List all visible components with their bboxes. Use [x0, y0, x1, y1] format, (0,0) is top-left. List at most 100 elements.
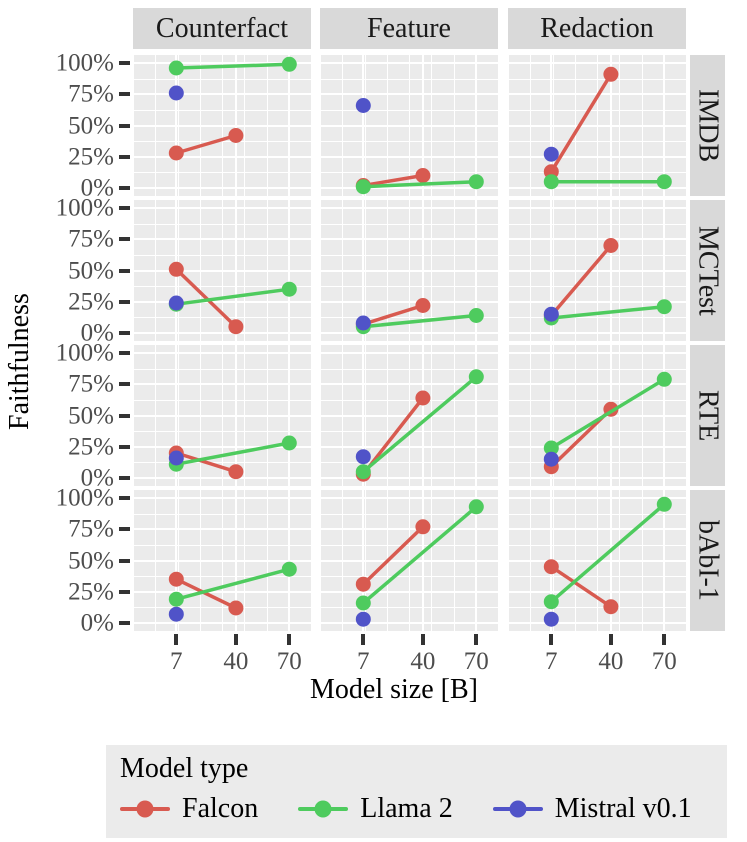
gridline-horizontal-major	[320, 497, 498, 499]
x-tick-mark	[174, 634, 178, 645]
llama-2-line	[550, 377, 666, 450]
y-tick-mark	[119, 331, 130, 335]
legend-entry-label: Llama 2	[360, 793, 453, 825]
gridline-vertical-minor	[498, 55, 499, 196]
gridline-horizontal-minor	[133, 172, 311, 173]
y-tick-label: 50%	[68, 257, 114, 284]
mistral-v0-1-point	[543, 146, 559, 162]
falcon-point	[415, 168, 431, 183]
y-tick-mark	[119, 206, 130, 210]
panel-series-layer	[168, 561, 297, 622]
facet-column-strip-redaction: Redaction	[508, 8, 686, 49]
legend-key-icon	[120, 797, 170, 821]
gridline-horizontal-minor	[508, 286, 686, 287]
gridline-horizontal-minor	[320, 462, 498, 463]
panel-feature-rte	[320, 345, 499, 486]
gridline-horizontal-major	[320, 528, 498, 530]
llama-2-point	[543, 440, 559, 456]
gridline-horizontal-minor	[133, 79, 311, 80]
panel-feature-babi-1	[320, 490, 499, 631]
panel-series-layer	[355, 98, 484, 195]
x-tick-label: 40	[410, 648, 436, 675]
y-tick-label: 100%	[55, 49, 114, 77]
y-tick-label: 25%	[68, 578, 114, 606]
llama-2-point	[355, 179, 371, 195]
y-tick-mark	[119, 527, 130, 531]
gridline-horizontal-major	[320, 477, 498, 479]
gridline-horizontal-major	[508, 156, 686, 158]
gridline-vertical-minor	[686, 200, 687, 341]
mistral-v0-1-point	[543, 611, 559, 627]
gridline-horizontal-major	[320, 62, 498, 64]
gridline-horizontal-minor	[508, 576, 686, 577]
x-tick-label: 40	[223, 648, 249, 675]
y-tick-mark	[119, 186, 130, 190]
y-tick-label: 75%	[68, 370, 114, 398]
y-tick-label: 0%	[80, 174, 114, 202]
gridline-horizontal-minor	[133, 141, 311, 142]
gridline-vertical-minor	[311, 345, 312, 486]
x-tick-label: 70	[276, 648, 302, 675]
panel-redaction-rte	[508, 345, 687, 486]
falcon-line	[549, 244, 613, 317]
gridline-vertical-minor	[311, 200, 312, 341]
panel-redaction-babi-1	[508, 490, 687, 631]
y-tick-label: 0%	[80, 609, 114, 637]
llama-2-line	[176, 287, 290, 306]
legend-key-icon	[492, 797, 543, 821]
panel-feature-mctest	[320, 200, 499, 341]
falcon-point	[168, 261, 184, 277]
mistral-v0-1-point	[355, 611, 371, 627]
y-tick-mark	[119, 61, 130, 65]
gridline-horizontal-major	[508, 622, 686, 624]
gridline-horizontal-major	[508, 528, 686, 530]
falcon-point	[355, 576, 371, 592]
gridline-horizontal-minor	[508, 607, 686, 608]
gridline-vertical-minor	[686, 490, 687, 631]
panel-series-layer	[543, 371, 672, 475]
y-tick-label: 50%	[68, 402, 114, 429]
llama-2-line	[363, 313, 477, 329]
y-tick-label: 25%	[68, 288, 114, 316]
gridline-horizontal-minor	[320, 576, 498, 577]
y-tick-label: 50%	[68, 547, 114, 574]
panel-counterfact-babi-1	[133, 490, 312, 631]
gridline-vertical-minor	[498, 200, 499, 341]
gridline-horizontal-minor	[320, 545, 498, 546]
gridline-horizontal-minor	[508, 462, 686, 463]
llama-2-point	[281, 435, 297, 451]
facet-row-strip-label: MCTest	[692, 225, 724, 316]
gridline-horizontal-major	[133, 497, 311, 499]
falcon-line	[175, 577, 237, 610]
gridline-horizontal-major	[508, 415, 686, 417]
gridline-horizontal-major	[133, 477, 311, 479]
gridline-horizontal-major	[320, 93, 498, 95]
llama-2-line	[175, 441, 290, 466]
gridline-horizontal-minor	[320, 317, 498, 318]
panel-series-layer	[168, 261, 297, 335]
llama-2-line	[363, 179, 477, 189]
legend-entry-mistral-v0-1: Mistral v0.1	[492, 793, 692, 825]
panel-counterfact-rte	[133, 345, 312, 486]
gridline-horizontal-minor	[133, 545, 311, 546]
gridline-horizontal-major	[320, 591, 498, 593]
gridline-horizontal-major	[133, 528, 311, 530]
falcon-point	[228, 128, 244, 143]
x-tick-mark	[421, 634, 425, 645]
gridline-horizontal-major	[508, 352, 686, 354]
y-tick-mark	[119, 414, 130, 418]
legend-dot-icon	[136, 800, 154, 818]
gridline-horizontal-major	[508, 446, 686, 448]
panel-counterfact-imdb	[133, 55, 312, 196]
panel-redaction-imdb	[508, 55, 687, 196]
legend-entry-label: Mistral v0.1	[554, 793, 692, 825]
mistral-v0-1-point	[168, 450, 184, 466]
facet-row-strip-label: RTE	[692, 389, 724, 442]
llama-2-point	[281, 561, 297, 577]
facet-row-strip-rte: RTE	[690, 345, 725, 486]
llama-2-line	[362, 375, 478, 474]
llama-2-point	[281, 281, 297, 297]
mistral-v0-1-point	[355, 449, 371, 465]
gridline-horizontal-minor	[508, 317, 686, 318]
